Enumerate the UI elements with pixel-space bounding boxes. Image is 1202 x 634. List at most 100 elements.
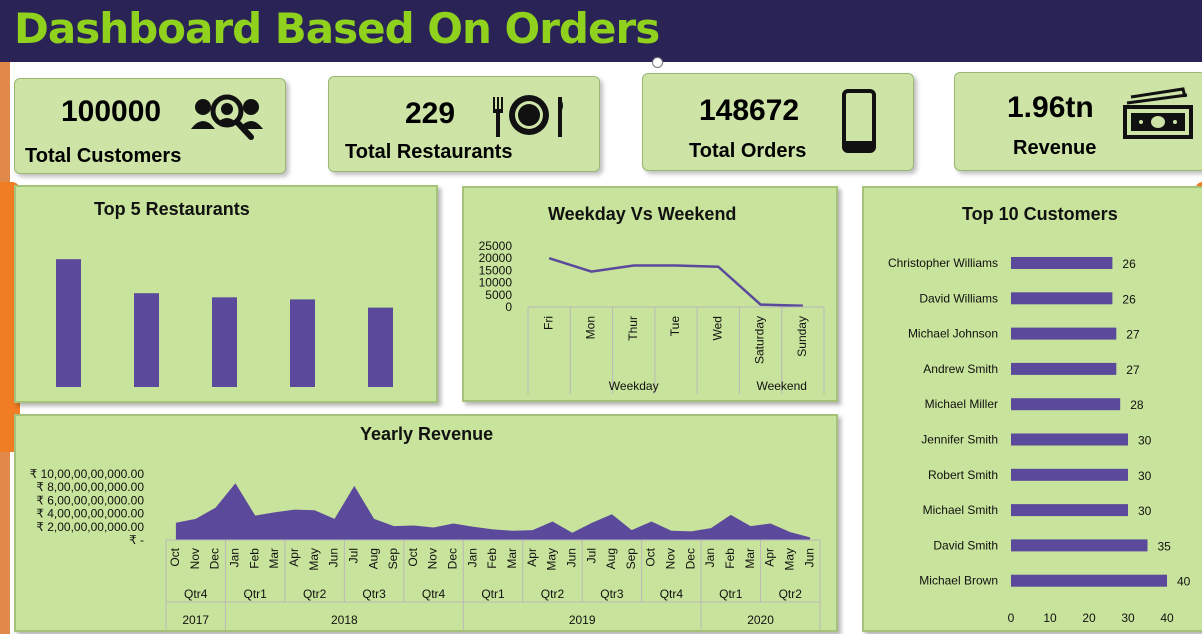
month-label: Feb <box>485 548 499 569</box>
customer-name-label: Jennifer Smith <box>921 433 998 447</box>
y-tick-label: ₹ 8,00,00,00,000.00 <box>36 480 144 494</box>
x-tick-label: Sunday <box>795 316 809 357</box>
month-label: Jul <box>584 548 598 563</box>
bar-customer-5 <box>1011 398 1121 411</box>
data-label: 27 <box>1126 328 1140 342</box>
bar-restaurant-3 <box>212 297 237 387</box>
month-label: Feb <box>723 548 737 569</box>
month-label: Dec <box>446 548 460 569</box>
month-label: Aug <box>366 548 380 569</box>
month-label: Jan <box>228 548 242 567</box>
quarter-label: Qtr4 <box>660 587 684 601</box>
data-label: 30 <box>1138 469 1152 483</box>
x-tick-label: 10 <box>1043 611 1057 625</box>
x-tick-label: Tue <box>668 316 682 337</box>
month-label: May <box>545 548 559 571</box>
bar-customer-1 <box>1011 257 1113 269</box>
y-tick-label: ₹ - <box>129 533 144 547</box>
y-tick-label: 5000 <box>485 288 512 302</box>
data-label: 28 <box>1130 398 1144 412</box>
quarter-label: Qtr2 <box>541 587 565 601</box>
money-icon <box>1123 87 1193 139</box>
month-label: Mar <box>267 548 281 569</box>
bar-customer-9 <box>1011 539 1148 552</box>
customer-name-label: Michael Johnson <box>908 327 998 341</box>
top-restaurants-chart <box>56 259 393 387</box>
month-label: Mar <box>743 548 757 569</box>
chart-title: Weekday Vs Weekend <box>548 204 737 224</box>
group-label: Weekend <box>756 379 806 393</box>
month-label: Apr <box>287 548 301 567</box>
customer-name-label: Michael Smith <box>923 503 998 517</box>
data-label: 40 <box>1177 575 1191 589</box>
y-tick-label: 25000 <box>479 239 513 253</box>
bar-customer-6 <box>1011 433 1128 446</box>
x-tick-label: 0 <box>1008 611 1015 625</box>
kpi-label: Total Orders <box>689 140 807 162</box>
customer-name-label: Michael Brown <box>919 574 998 588</box>
dining-icon <box>493 95 563 137</box>
kpi-value: 229 <box>405 97 456 130</box>
month-label: Sep <box>386 548 400 570</box>
kpi-value: 148672 <box>699 94 800 127</box>
top-restaurants-panel: Top 5 Restaurants <box>14 185 438 403</box>
chart-title: Top 10 Customers <box>962 204 1118 224</box>
year-label: 2017 <box>182 613 209 627</box>
month-label: Dec <box>683 548 697 569</box>
month-label: Nov <box>664 548 678 569</box>
x-tick-label: 20 <box>1082 611 1096 625</box>
y-tick-label: 20000 <box>479 251 513 265</box>
month-label: Jan <box>703 548 717 567</box>
quarter-label: Qtr4 <box>184 587 208 601</box>
data-label: 30 <box>1138 434 1152 448</box>
kpi-total-customers: 100000 Total Customers <box>14 78 286 174</box>
y-tick-label: 10000 <box>479 276 513 290</box>
data-label: 30 <box>1138 504 1152 518</box>
bar-restaurant-2 <box>134 293 159 387</box>
data-label: 26 <box>1122 257 1136 271</box>
quarter-label: Qtr1 <box>719 587 743 601</box>
kpi-total-orders: 148672 Total Orders <box>642 73 914 171</box>
yearly-revenue-chart: ₹ 10,00,00,00,000.00₹ 8,00,00,00,000.00₹… <box>30 467 821 630</box>
month-label: Feb <box>247 548 261 569</box>
yearly-revenue-panel: Yearly Revenue ₹ 10,00,00,00,000.00 ₹ 8,0… <box>14 414 838 632</box>
bar-customer-8 <box>1011 504 1128 517</box>
data-label: 26 <box>1122 292 1136 306</box>
phone-icon <box>842 89 876 153</box>
page-title: Dashboard Based On Orders <box>14 4 660 53</box>
y-tick-label: 0 <box>505 300 512 314</box>
customer-name-label: David Smith <box>933 538 998 552</box>
kpi-label: Revenue <box>1013 137 1097 159</box>
kpi-value: 1.96tn <box>1007 91 1094 124</box>
quarter-label: Qtr4 <box>422 587 446 601</box>
month-label: Nov <box>426 548 440 569</box>
month-label: Nov <box>188 548 202 569</box>
month-label: Jun <box>564 548 578 567</box>
kpi-label: Total Customers <box>25 145 182 167</box>
revenue-area <box>175 483 811 540</box>
kpi-revenue: 1.96tn Revenue <box>954 72 1202 171</box>
x-tick-label: 40 <box>1160 611 1174 625</box>
y-tick-label: ₹ 4,00,00,00,000.00 <box>36 507 144 521</box>
month-label: May <box>307 548 321 571</box>
x-tick-label: 30 <box>1121 611 1135 625</box>
month-label: Sep <box>624 548 638 570</box>
resize-handle[interactable] <box>652 57 663 68</box>
y-tick-label: ₹ 2,00,00,00,000.00 <box>36 520 144 534</box>
chart-title: Top 5 Restaurants <box>94 199 250 219</box>
y-tick-label: ₹ 6,00,00,00,000.00 <box>36 493 144 507</box>
month-label: Apr <box>763 548 777 567</box>
bar-customer-7 <box>1011 468 1128 481</box>
month-label: Mar <box>505 548 519 569</box>
header-bar: Dashboard Based On Orders <box>0 0 1202 62</box>
group-label: Weekday <box>609 379 659 393</box>
bar-restaurant-5 <box>368 307 393 387</box>
month-label: Jul <box>346 548 360 563</box>
y-tick-label: ₹ 10,00,00,00,000.00 <box>30 467 145 481</box>
bar-customer-10 <box>1011 574 1167 587</box>
customers-icon <box>191 94 263 140</box>
month-label: Aug <box>604 548 618 569</box>
month-label: Oct <box>168 547 182 566</box>
quarter-label: Qtr2 <box>303 587 327 601</box>
